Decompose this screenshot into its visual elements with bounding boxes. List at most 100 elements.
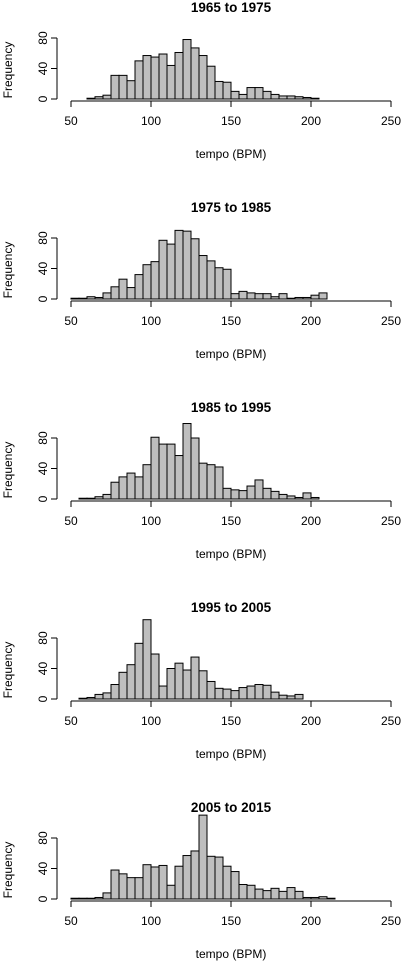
histogram-bar bbox=[95, 694, 103, 699]
x-axis-label: tempo (BPM) bbox=[196, 347, 267, 361]
histogram-bar bbox=[271, 888, 279, 899]
x-tick-label: 100 bbox=[141, 514, 161, 528]
x-axis-label: tempo (BPM) bbox=[196, 547, 267, 561]
histogram-bar bbox=[223, 269, 231, 299]
histogram-bar bbox=[151, 867, 159, 899]
histogram-bar bbox=[207, 465, 215, 499]
histogram-bar bbox=[175, 663, 183, 699]
histogram-bar bbox=[143, 465, 151, 499]
histogram-bar bbox=[95, 897, 103, 899]
histogram-bar bbox=[151, 57, 159, 99]
histogram-bar bbox=[255, 889, 263, 899]
histogram-bar bbox=[271, 297, 279, 299]
histogram-bar bbox=[159, 444, 167, 499]
histogram-bar bbox=[263, 91, 271, 99]
histogram-bar bbox=[191, 851, 199, 899]
histogram-bar bbox=[207, 261, 215, 299]
histogram-bar bbox=[79, 698, 87, 699]
histogram-bar bbox=[287, 298, 295, 299]
histogram-bar bbox=[167, 669, 175, 700]
histogram-bar bbox=[151, 262, 159, 299]
panel-1: 1965 to 1975 50 100 150 200 250 tempo (BPM) 0 40… bbox=[1, 0, 401, 161]
histogram-bar bbox=[199, 56, 207, 99]
x-tick-label: 200 bbox=[301, 714, 321, 728]
histogram-bar bbox=[223, 689, 231, 699]
panel-5: 2005 to 2015 50 100 150 200 250 tempo (BPM) 0 40… bbox=[1, 800, 401, 961]
y-tick-label: 40 bbox=[36, 462, 50, 476]
histogram-bar bbox=[127, 81, 135, 99]
histogram-bar bbox=[175, 456, 183, 499]
histogram-bar bbox=[295, 694, 303, 699]
histogram-bar bbox=[231, 872, 239, 899]
x-tick-label: 200 bbox=[301, 514, 321, 528]
y-axis-label: Frequency bbox=[1, 242, 15, 299]
histogram-bar bbox=[151, 437, 159, 499]
histogram-bar bbox=[263, 294, 271, 299]
histogram-bar bbox=[319, 897, 327, 899]
histogram-bar bbox=[127, 288, 135, 299]
chart-title: 1985 to 1995 bbox=[191, 400, 272, 415]
histogram-bar bbox=[231, 91, 239, 99]
histogram-bar bbox=[87, 498, 95, 499]
histogram-bar bbox=[311, 295, 319, 299]
histogram-bar bbox=[191, 239, 199, 299]
histogram-bar bbox=[295, 497, 303, 499]
y-tick-label: 0 bbox=[36, 695, 50, 702]
histogram-bar bbox=[119, 279, 127, 299]
histogram-bar bbox=[143, 620, 151, 699]
histogram-bar bbox=[247, 885, 255, 899]
panel-2: 1975 to 1985 50 100 150 200 250 tempo (BPM) 0 40… bbox=[1, 200, 401, 361]
histogram-bar bbox=[79, 498, 87, 499]
histogram-bar bbox=[191, 438, 199, 499]
histogram-bar bbox=[215, 857, 223, 899]
histogram-bar bbox=[247, 88, 255, 99]
x-tick-label: 200 bbox=[301, 914, 321, 928]
histogram-bar bbox=[311, 897, 319, 899]
histogram-bar bbox=[303, 297, 311, 299]
histogram-bar bbox=[279, 891, 287, 899]
histogram-bar bbox=[279, 96, 287, 99]
histogram-bar bbox=[103, 893, 111, 899]
histogram-bar bbox=[127, 665, 135, 699]
histogram-bar bbox=[111, 870, 119, 899]
histogram-bar bbox=[263, 488, 271, 499]
histogram-bar bbox=[167, 444, 175, 499]
y-tick-label: 40 bbox=[36, 262, 50, 276]
histogram-bar bbox=[199, 815, 207, 899]
histogram-bar bbox=[111, 685, 119, 699]
histogram-bar bbox=[167, 885, 175, 899]
histogram-bar bbox=[71, 298, 79, 299]
histogram-bar bbox=[255, 685, 263, 699]
histogram-bar bbox=[191, 48, 199, 99]
x-tick-label: 150 bbox=[221, 114, 241, 128]
x-tick-label: 100 bbox=[141, 714, 161, 728]
histogram-bar bbox=[295, 297, 303, 299]
histogram-bar bbox=[223, 82, 231, 99]
y-axis-label: Frequency bbox=[1, 842, 15, 899]
histogram-bar bbox=[239, 688, 247, 699]
histogram-bar bbox=[223, 488, 231, 499]
histogram-bar bbox=[271, 692, 279, 699]
histogram-bar bbox=[87, 98, 95, 99]
histogram-bar bbox=[175, 52, 183, 99]
histogram-bar bbox=[183, 424, 191, 499]
histogram-bar bbox=[231, 691, 239, 699]
histogram-bar bbox=[167, 65, 175, 99]
histogram-bar bbox=[183, 40, 191, 99]
x-tick-label: 50 bbox=[64, 514, 78, 528]
histogram-bar bbox=[311, 497, 319, 499]
histogram-bar bbox=[271, 491, 279, 499]
x-tick-label: 200 bbox=[301, 114, 321, 128]
histogram-bar bbox=[263, 685, 271, 699]
x-tick-label: 150 bbox=[221, 314, 241, 328]
x-tick-label: 50 bbox=[64, 314, 78, 328]
x-tick-label: 50 bbox=[64, 114, 78, 128]
histogram-bar bbox=[215, 688, 223, 699]
x-tick-label: 250 bbox=[381, 514, 401, 528]
histogram-bar bbox=[119, 672, 127, 699]
histogram-bar bbox=[95, 297, 103, 299]
histogram-bar bbox=[143, 56, 151, 99]
histogram-bar bbox=[319, 293, 327, 299]
histogram-bar bbox=[287, 888, 295, 899]
histogram-bar bbox=[215, 268, 223, 299]
